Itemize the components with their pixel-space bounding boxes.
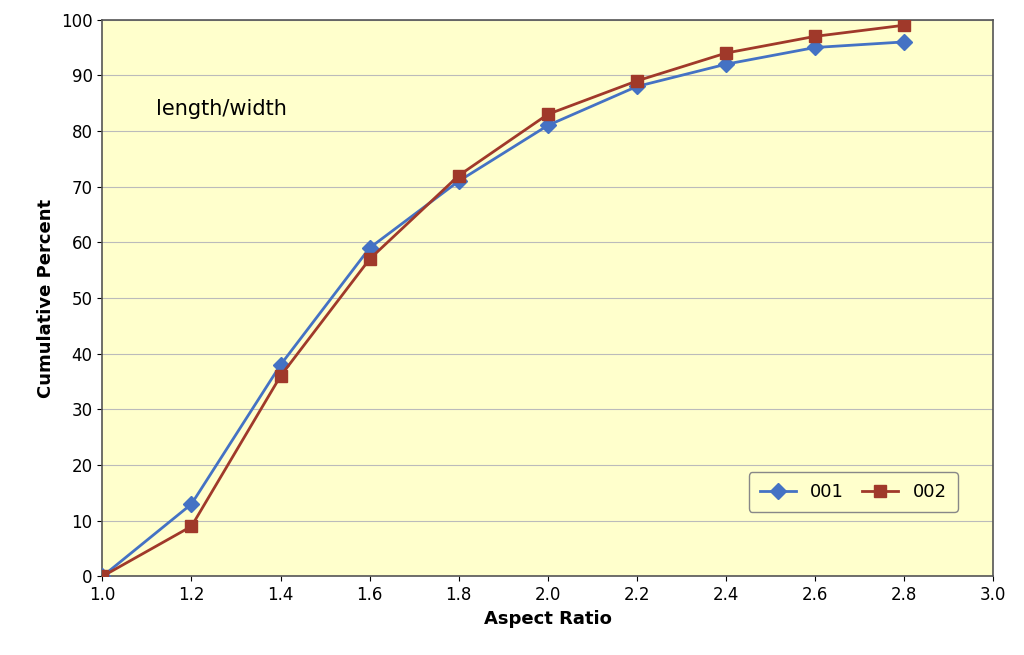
- 001: [542, 122, 554, 130]
- 001: [631, 83, 643, 90]
- 002: [274, 372, 287, 380]
- 001: [453, 177, 465, 185]
- Line: 001: 001: [97, 37, 909, 582]
- 002: [720, 49, 732, 57]
- 002: [185, 523, 198, 531]
- 002: [542, 110, 554, 118]
- Text: length/width: length/width: [156, 99, 287, 119]
- 002: [364, 255, 376, 263]
- 001: [274, 361, 287, 369]
- 001: [898, 38, 910, 46]
- 001: [809, 43, 821, 51]
- 001: [364, 244, 376, 252]
- Line: 002: 002: [97, 20, 909, 582]
- 001: [185, 500, 198, 508]
- 001: [720, 60, 732, 68]
- 002: [631, 77, 643, 85]
- 002: [809, 32, 821, 41]
- 001: [96, 572, 109, 580]
- 002: [453, 172, 465, 179]
- 002: [96, 572, 109, 580]
- X-axis label: Aspect Ratio: Aspect Ratio: [484, 610, 611, 627]
- Legend: 001, 002: 001, 002: [749, 472, 957, 512]
- Y-axis label: Cumulative Percent: Cumulative Percent: [38, 198, 55, 398]
- 002: [898, 21, 910, 29]
